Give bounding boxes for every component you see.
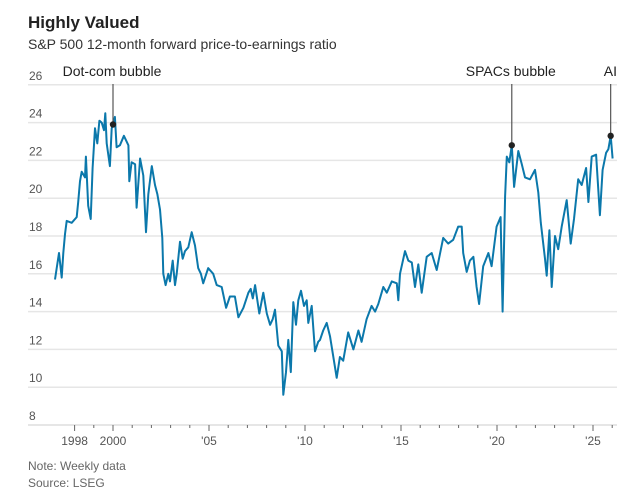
chart-subtitle: S&P 500 12-month forward price-to-earnin…	[28, 36, 337, 52]
annotation-label: AI	[604, 63, 617, 79]
y-tick-label: 16	[29, 258, 43, 272]
y-tick-label: 24	[29, 107, 43, 121]
pe-ratio-line	[54, 112, 614, 396]
annotation-marker	[607, 132, 614, 140]
annotation-marker	[109, 121, 117, 128]
gridlines	[28, 84, 617, 388]
x-axis: 1998 2000 '05 '10 '15 '20 '25	[28, 424, 617, 448]
x-tick-label: '15	[393, 434, 409, 448]
x-tick-label: '25	[585, 434, 601, 448]
chart-title: Highly Valued	[28, 13, 140, 32]
footnote: Note: Weekly data	[28, 459, 126, 473]
source-note: Source: LSEG	[28, 476, 105, 490]
y-tick-label: 22	[29, 144, 43, 158]
y-tick-label: 14	[29, 296, 43, 310]
series	[54, 112, 614, 396]
x-tick-label: '05	[201, 434, 217, 448]
annotation-label: SPACs bubble	[466, 63, 556, 79]
y-tick-label: 10	[29, 371, 43, 385]
x-tick-label: 1998	[61, 434, 88, 448]
y-tick-label: 12	[29, 333, 43, 347]
y-tick-label: 18	[29, 220, 43, 234]
annotation-label: Dot-com bubble	[63, 63, 162, 79]
y-tick-label: 8	[29, 409, 36, 423]
annotations: Dot-com bubble SPACs bubble AI	[63, 63, 617, 149]
y-axis-labels: 8 10 12 14 16 18 20 22 24 26	[29, 69, 43, 423]
x-tick-label: 2000	[100, 434, 127, 448]
annotation-marker	[508, 142, 515, 149]
x-tick-label: '20	[489, 434, 505, 448]
y-tick-label: 20	[29, 182, 43, 196]
x-tick-label: '10	[297, 434, 313, 448]
y-tick-label: 26	[29, 69, 43, 83]
